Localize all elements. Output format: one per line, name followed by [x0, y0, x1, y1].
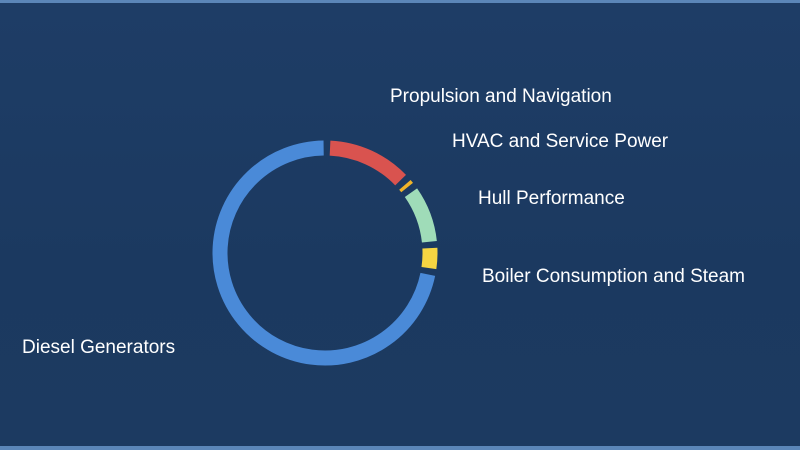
donut-slices — [212, 140, 438, 366]
slice-labels: Propulsion and Navigation HVAC and Servic… — [22, 86, 745, 358]
label-propulsion-and-navigation: Propulsion and Navigation — [390, 86, 612, 107]
slice-diesel-generators — [212, 140, 436, 366]
slice-hull-performance — [404, 188, 437, 243]
label-diesel-generators: Diesel Generators — [22, 337, 175, 358]
slice-hvac-and-service-power — [399, 180, 413, 193]
donut-chart: Propulsion and Navigation HVAC and Servic… — [22, 86, 745, 366]
label-hvac-and-service-power: HVAC and Service Power — [452, 131, 669, 152]
label-hull-performance: Hull Performance — [478, 188, 625, 209]
slice-propulsion-and-navigation — [329, 140, 406, 186]
slice-boiler-consumption-and-steam — [421, 247, 438, 270]
label-boiler-consumption-and-steam: Boiler Consumption and Steam — [482, 266, 745, 287]
